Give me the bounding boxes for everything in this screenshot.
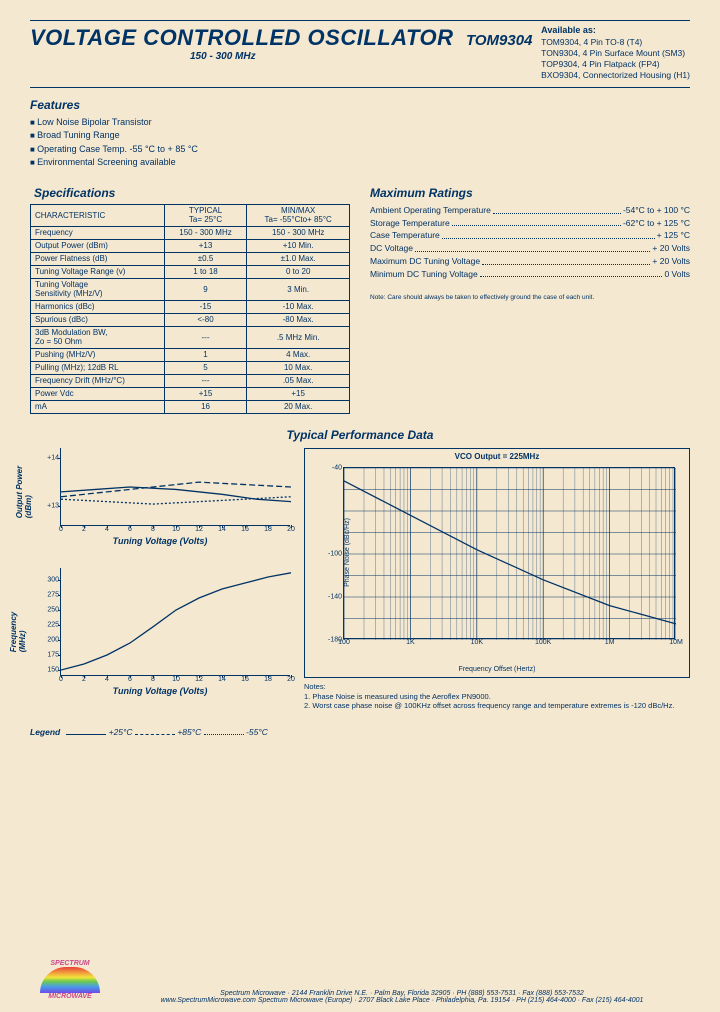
spec-heading: Specifications	[34, 186, 350, 200]
footer: SPECTRUM MICROWAVE Spectrum Microwave · …	[30, 990, 690, 1004]
logo: SPECTRUM MICROWAVE	[30, 960, 110, 1000]
rainbow-icon	[40, 967, 100, 993]
model-number: TOM9304	[466, 32, 532, 49]
ratings-list: Ambient Operating Temperature-54°C to + …	[370, 204, 690, 281]
chart-notes: Notes: 1. Phase Noise is measured using …	[304, 682, 690, 711]
features-list: Low Noise Bipolar TransistorBroad Tuning…	[30, 116, 690, 170]
page-title: VOLTAGE CONTROLLED OSCILLATOR	[30, 25, 454, 50]
legend: Legend +25°C +85°C -55°C	[30, 727, 690, 737]
spec-table: CHARACTERISTIC TYPICALTa= 25°C MIN/MAXTa…	[30, 204, 350, 414]
features-heading: Features	[30, 98, 690, 112]
chart-output-power: Output Power(dBm) +13+140246810121416182…	[30, 448, 290, 558]
chart-phase-noise: VCO Output = 225MHz -40-100-140-1801001K…	[304, 448, 690, 678]
ratings-heading: Maximum Ratings	[370, 186, 690, 200]
ratings-note: Note: Care should always be taken to eff…	[370, 294, 690, 301]
freq-range: 150 - 300 MHz	[190, 51, 533, 62]
chart-frequency: Frequency(MHz) 1501752002252502753000246…	[30, 568, 290, 708]
perf-heading: Typical Performance Data	[30, 428, 690, 442]
available-as: Available as: TOM9304, 4 Pin TO-8 (T4)TO…	[541, 25, 690, 81]
header: VOLTAGE CONTROLLED OSCILLATOR TOM9304 15…	[30, 20, 690, 88]
